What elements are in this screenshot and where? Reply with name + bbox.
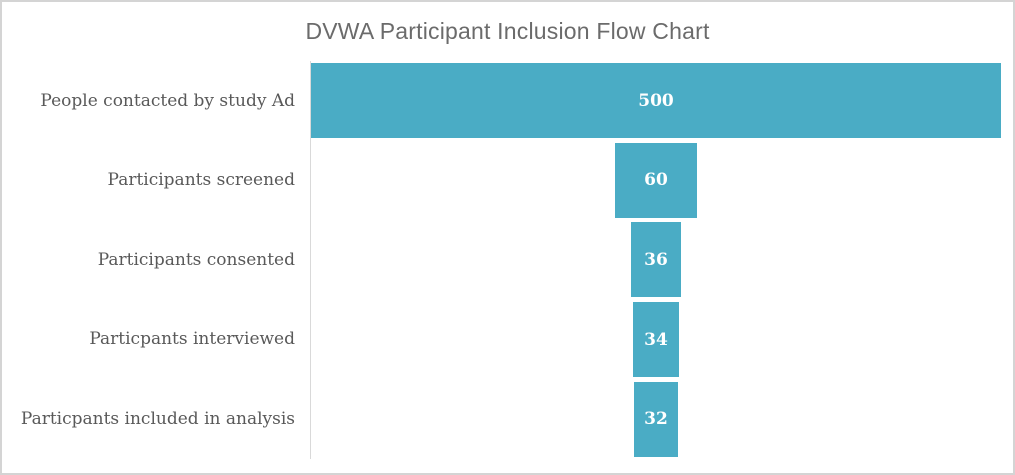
plot-area: 34 <box>310 299 1001 380</box>
bar-value-label: 32 <box>644 409 668 430</box>
plot-area: 36 <box>310 220 1001 300</box>
funnel-bar: 60 <box>614 142 698 218</box>
category-label: Particpants included in analysis <box>20 408 295 429</box>
bar-value-label: 60 <box>644 170 668 191</box>
funnel-chart: People contacted by study Ad 500 Participa… <box>2 61 1002 459</box>
category-label: Participants screened <box>107 170 295 191</box>
funnel-row: People contacted by study Ad 500 <box>2 61 1002 141</box>
funnel-row: Particpants interviewed 34 <box>2 299 1002 380</box>
funnel-row: Participants screened 60 <box>2 140 1002 221</box>
plot-area: 60 <box>310 140 1001 221</box>
bar-value-label: 500 <box>638 90 674 111</box>
funnel-row: Particpants included in analysis 32 <box>2 379 1002 459</box>
funnel-bar: 500 <box>311 63 1001 139</box>
chart-title: DVWA Participant Inclusion Flow Chart <box>305 17 710 44</box>
bar-value-label: 36 <box>644 249 668 270</box>
bar-value-label: 34 <box>644 329 668 350</box>
funnel-bar: 32 <box>633 381 679 457</box>
funnel-bar: 34 <box>632 302 680 378</box>
category-label: Participants consented <box>97 249 295 270</box>
category-label: People contacted by study Ad <box>40 90 295 111</box>
plot-area: 32 <box>310 379 1001 459</box>
category-label: Particpants interviewed <box>89 329 295 350</box>
funnel-bar: 36 <box>631 222 681 298</box>
plot-area: 500 <box>310 61 1001 141</box>
funnel-row: Participants consented 36 <box>2 220 1002 300</box>
